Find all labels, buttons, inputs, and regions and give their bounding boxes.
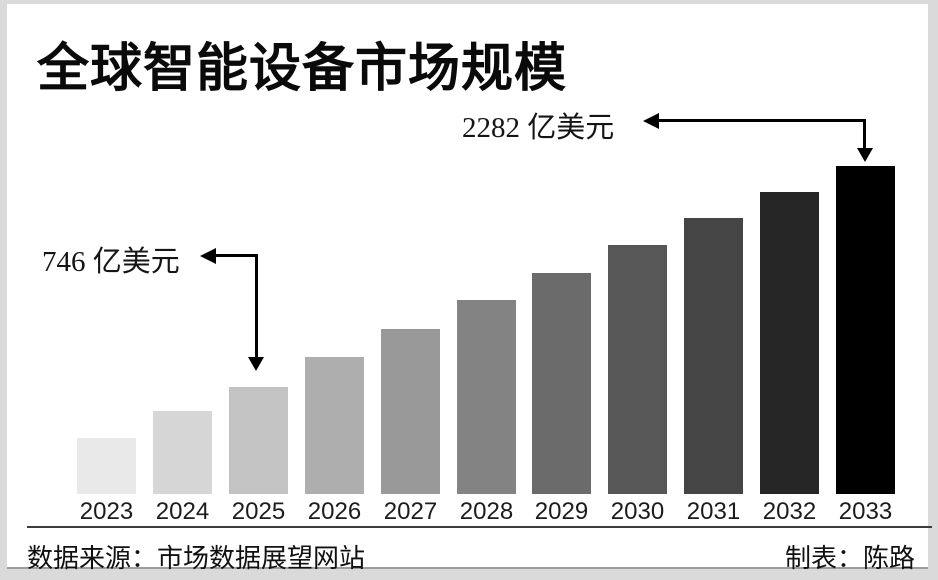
x-axis-label-2023: 2023 [79, 498, 134, 525]
left-arrowhead-icon [200, 248, 216, 264]
bar-2031 [684, 218, 743, 494]
down-arrowhead-icon [857, 148, 873, 162]
bar-2024 [153, 411, 212, 494]
annotation-max-arrow-hline [659, 119, 866, 122]
annotation-labeled-arrow-hline [216, 254, 258, 257]
x-axis-label-2031: 2031 [686, 498, 741, 525]
annotation-labeled-arrow-vline [255, 254, 258, 357]
bar-2028 [457, 300, 516, 494]
bar-2027 [381, 329, 440, 494]
bar-chart: 2023 2024 2025 2026 2027 2028 2029 2030 2031 2032… [77, 154, 895, 525]
credit-label: 制表：陈路 [784, 544, 915, 573]
x-axis-label-2029: 2029 [534, 498, 589, 525]
bar-2023 [77, 438, 136, 494]
bar-2029 [532, 273, 591, 494]
annotation-max-value: 2282 亿美元 [462, 112, 615, 144]
left-arrowhead-icon [643, 113, 659, 129]
footer: 数据来源：市场数据展望网站 制表：陈路 [27, 538, 915, 575]
x-axis-label-2028: 2028 [459, 498, 514, 525]
x-axis-label-2030: 2030 [610, 498, 665, 525]
down-arrowhead-icon [248, 357, 264, 371]
x-axis-label-2026: 2026 [307, 498, 362, 525]
x-axis-label-2025: 2025 [231, 498, 286, 525]
chart-title: 全球智能设备市场规模 [37, 41, 568, 98]
footer-divider [27, 526, 932, 528]
data-source-label: 数据来源：市场数据展望网站 [27, 544, 366, 573]
chart-card: 全球智能设备市场规模 2282 亿美元 746 亿美元 2023 2024 2025… [7, 4, 932, 573]
annotation-labeled-value: 746 亿美元 [42, 246, 180, 278]
x-axis-label-2024: 2024 [155, 498, 210, 525]
bar-2025 [229, 387, 288, 494]
x-axis-label-2032: 2032 [762, 498, 817, 525]
bar-2026 [305, 357, 364, 494]
x-axis-label-2033: 2033 [838, 498, 893, 525]
bar-2032 [760, 192, 819, 494]
x-axis-label-2027: 2027 [383, 498, 438, 525]
bar-2033 [836, 166, 895, 494]
bar-2030 [608, 245, 667, 494]
annotation-max-arrow-vline [863, 119, 866, 148]
